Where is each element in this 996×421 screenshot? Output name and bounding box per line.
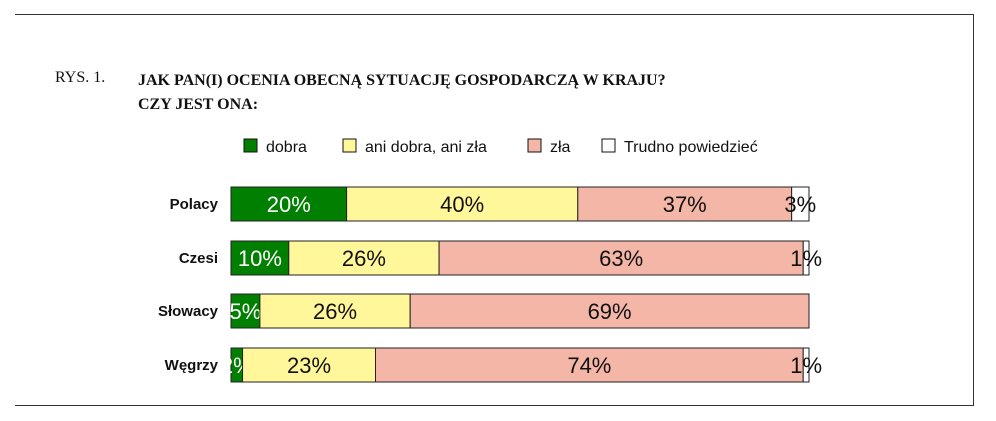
chart-bars: 20% 40% 37% 3%10% 26% 63% 1%5% 26% 69%2% 23% 74% 1% bbox=[221, 186, 822, 383]
data-label-polacy-dobra: 20% bbox=[267, 192, 311, 217]
bar-polacy-dobra bbox=[230, 186, 348, 222]
data-label-slowacy-dobra: 5% bbox=[230, 299, 262, 324]
figure-label: RYS. 1. bbox=[55, 69, 106, 86]
chart-legend: dobra ani dobra, ani zła zła Trudno powiedz… bbox=[243, 138, 758, 156]
data-label-wegrzy-ani-dobra-ani-zla: 23% bbox=[287, 353, 331, 378]
data-label-slowacy-ani-dobra-ani-zla: 26% bbox=[313, 299, 357, 324]
bar-slowacy-dobra bbox=[230, 293, 261, 329]
category-label-polacy: Polacy bbox=[170, 196, 219, 213]
bar-czesi-dobra bbox=[230, 240, 290, 276]
category-labels: Polacy Czesi Słowacy Węgrzy bbox=[158, 196, 219, 374]
legend-swatch-dobra bbox=[243, 138, 258, 153]
data-label-slowacy-zla: 69% bbox=[588, 299, 632, 324]
data-label-polacy-ani-dobra-ani-zla: 40% bbox=[440, 192, 484, 217]
data-label-wegrzy-trudno-powiedziec: 1% bbox=[790, 353, 822, 378]
figure-title-line-2: CZY JEST ONA: bbox=[138, 96, 259, 113]
figure-title-line-1: JAK PAN(I) OCENIA OBECNĄ SYTUACJĘ GOSPOD… bbox=[138, 72, 666, 89]
data-label-polacy-trudno-powiedziec: 3% bbox=[784, 192, 816, 217]
legend-swatch-ani-dobra-ani-zla bbox=[342, 138, 357, 153]
category-label-czesi: Czesi bbox=[179, 250, 218, 267]
bar-wegrzy-ani-dobra-ani-zla bbox=[242, 347, 376, 383]
data-label-czesi-trudno-powiedziec: 1% bbox=[790, 246, 822, 271]
data-label-czesi-dobra: 10% bbox=[238, 246, 282, 271]
data-label-wegrzy-zla: 74% bbox=[567, 353, 611, 378]
data-label-polacy-zla: 37% bbox=[663, 192, 707, 217]
legend-label-dobra: dobra bbox=[266, 139, 307, 156]
category-label-slowacy: Słowacy bbox=[158, 303, 219, 320]
legend-label-trudno-powiedziec: Trudno powiedzieć bbox=[624, 139, 758, 156]
bar-czesi-ani-dobra-ani-zla bbox=[288, 240, 440, 276]
legend-swatch-zla bbox=[527, 138, 542, 153]
legend-label-zla: zła bbox=[550, 139, 571, 156]
bar-slowacy-zla bbox=[409, 293, 810, 329]
bar-slowacy-ani-dobra-ani-zla bbox=[259, 293, 411, 329]
bar-wegrzy-zla bbox=[375, 347, 804, 383]
bar-czesi-zla bbox=[438, 240, 804, 276]
category-label-wegrzy: Węgrzy bbox=[165, 357, 219, 374]
legend-swatch-trudno-powiedziec bbox=[601, 138, 616, 153]
figure-title: JAK PAN(I) OCENIA OBECNĄ SYTUACJĘ GOSPOD… bbox=[138, 69, 838, 117]
legend-label-ani-dobra-ani-zla: ani dobra, ani zła bbox=[365, 139, 487, 156]
figure-frame bbox=[15, 14, 974, 406]
data-label-czesi-zla: 63% bbox=[599, 246, 643, 271]
bar-wegrzy-trudno-powiedziec bbox=[802, 347, 810, 383]
bar-polacy-trudno-powiedziec bbox=[791, 186, 810, 222]
data-label-czesi-ani-dobra-ani-zla: 26% bbox=[342, 246, 386, 271]
bar-czesi-trudno-powiedziec bbox=[802, 240, 810, 276]
